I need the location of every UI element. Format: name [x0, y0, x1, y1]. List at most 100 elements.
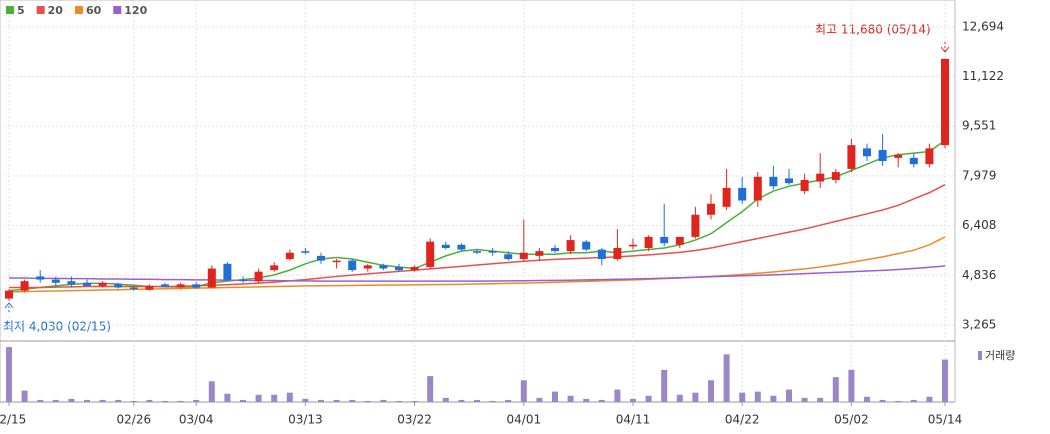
candle-body	[285, 252, 294, 260]
candle-body	[504, 254, 513, 260]
volume-bar	[895, 400, 902, 402]
candle-body	[239, 279, 247, 282]
x-tick-label: 04/22	[725, 413, 760, 427]
volume-bar	[614, 389, 621, 402]
candle-body	[473, 251, 481, 253]
volume-bar	[380, 399, 387, 402]
volume-bar	[770, 395, 777, 402]
x-tick-label: 03/04	[179, 413, 214, 427]
candle-body	[644, 236, 653, 248]
y-tick-label: 3,265	[962, 317, 996, 331]
legend-label: 5	[17, 4, 25, 17]
candle-body	[207, 268, 216, 288]
volume-bar	[583, 398, 590, 402]
volume-bar	[630, 398, 636, 402]
volume-bar	[692, 392, 699, 402]
candle-body	[457, 244, 466, 250]
candle-body	[925, 148, 934, 165]
candle-body	[675, 236, 684, 245]
candle-body	[800, 179, 809, 192]
volume-bar	[146, 399, 153, 402]
candle-body	[785, 178, 793, 184]
candle-body	[738, 187, 747, 201]
candle-body	[629, 244, 637, 247]
candle-body	[114, 284, 123, 288]
volume-bar	[271, 394, 278, 402]
volume-bar	[115, 399, 122, 402]
volume-bar	[505, 399, 512, 402]
legend-swatch	[113, 6, 122, 14]
y-tick-label: 9,551	[962, 119, 996, 133]
candle-body	[426, 241, 435, 267]
candle-body	[878, 149, 887, 162]
candle-body	[410, 266, 419, 271]
volume-bar	[864, 396, 870, 402]
candle-body	[691, 214, 700, 237]
candle-body	[379, 265, 388, 269]
candle-body	[223, 263, 232, 280]
volume-bar	[411, 400, 418, 402]
legend-label: 20	[48, 4, 64, 17]
volume-bar	[84, 399, 90, 402]
candle-body	[317, 255, 325, 261]
x-tick-label: 05/02	[834, 413, 869, 427]
volume-bar	[832, 377, 839, 402]
legend-label: 120	[124, 4, 147, 17]
volume-bar	[177, 400, 184, 402]
volume-legend-label: 거래량	[985, 349, 1015, 362]
volume-bar	[255, 394, 262, 402]
volume-bar	[754, 391, 761, 402]
candle-body	[753, 176, 762, 201]
candle-body	[613, 247, 622, 260]
volume-bar	[645, 395, 652, 402]
candle-body	[566, 240, 575, 252]
ma-line	[9, 184, 946, 289]
candle-body	[597, 249, 606, 260]
candle-body	[395, 266, 403, 271]
candle-body	[488, 251, 497, 253]
x-tick-label: 05/14	[928, 413, 963, 427]
volume-bar	[661, 369, 668, 402]
volume-bar	[739, 392, 746, 402]
x-tick-label: 02/15	[0, 413, 26, 427]
volume-bar	[130, 400, 137, 402]
volume-bar	[926, 396, 933, 402]
y-tick-label: 12,694	[962, 19, 1004, 33]
candle-body	[847, 145, 856, 169]
volume-bar	[21, 390, 28, 402]
candle-body	[348, 260, 357, 271]
candle-body	[51, 279, 60, 283]
candle-body	[707, 203, 715, 215]
volume-bar	[37, 399, 44, 402]
candle-body	[535, 251, 544, 256]
candle-body	[909, 157, 918, 165]
volume-bar	[489, 400, 496, 402]
x-tick-label: 04/01	[507, 413, 542, 427]
y-tick-label: 11,122	[962, 69, 1004, 83]
volume-bar	[193, 399, 200, 402]
candle-body	[941, 58, 949, 146]
volume-bar	[552, 391, 558, 402]
volume-bar	[910, 399, 917, 402]
volume-bar	[162, 400, 168, 402]
candle-body	[83, 282, 91, 286]
candle-body	[20, 281, 29, 291]
volume-bar	[817, 397, 824, 402]
candle-body	[863, 148, 871, 157]
volume-bar	[848, 369, 855, 402]
volume-bar	[442, 397, 449, 402]
volume-bar	[318, 399, 324, 402]
candle-body	[582, 241, 591, 250]
volume-bar	[676, 394, 683, 402]
y-tick-label: 7,979	[962, 168, 996, 182]
legend-label: 60	[86, 4, 102, 17]
volume-bar	[208, 381, 215, 402]
candle-body	[831, 172, 840, 180]
candle-body	[192, 284, 201, 288]
volume-bar	[396, 400, 402, 402]
candle-body	[36, 276, 45, 280]
high-annotation: 최고 11,680 (05/14)	[815, 23, 931, 37]
ma-line	[9, 265, 946, 282]
